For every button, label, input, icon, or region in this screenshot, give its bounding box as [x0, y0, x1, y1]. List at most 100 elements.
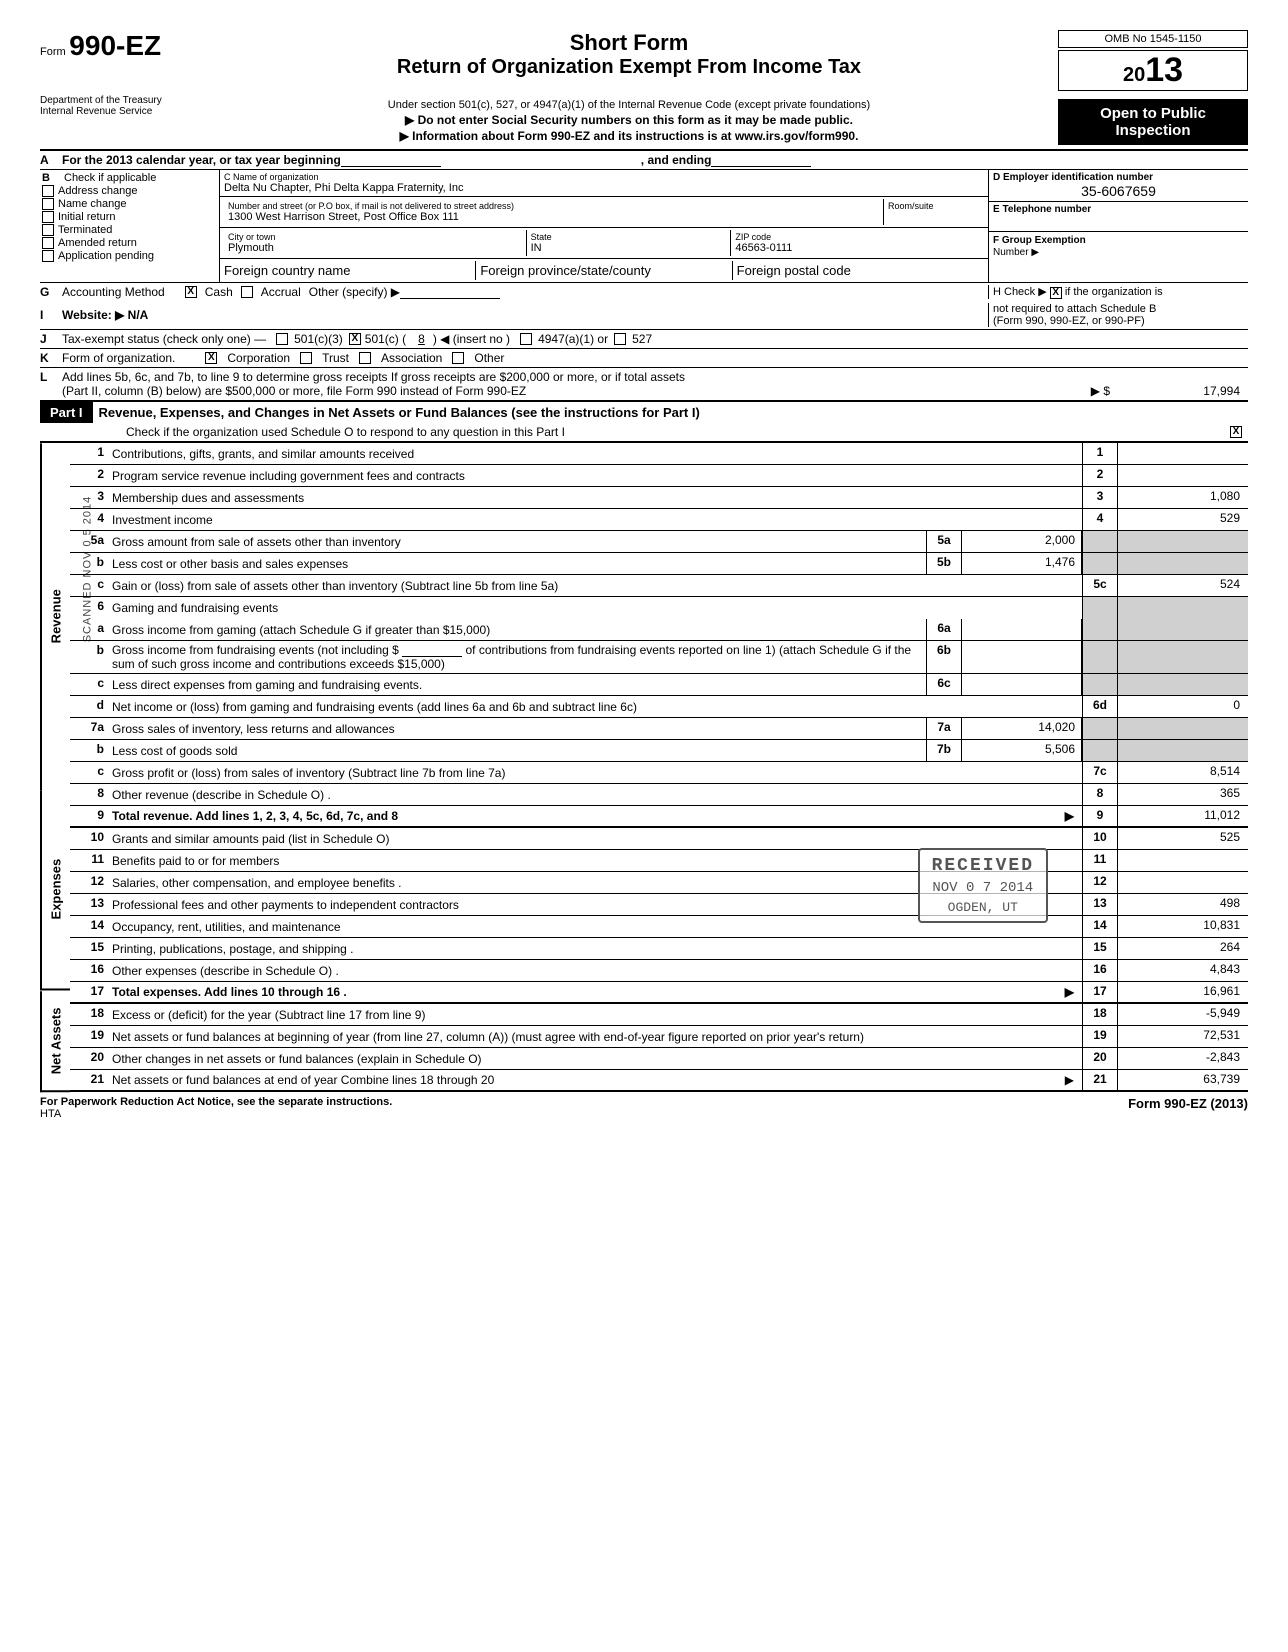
- checkbox-schedule-o[interactable]: [1230, 426, 1242, 438]
- rn-17: 17: [1082, 982, 1118, 1002]
- ra-1: [1118, 443, 1248, 464]
- num-15: 15: [70, 938, 108, 959]
- checkbox-amended[interactable]: [42, 237, 54, 249]
- row-i: I Website: ▶ N/A not required to attach …: [40, 301, 1248, 329]
- form-prefix: Form: [40, 46, 66, 58]
- checkbox-527[interactable]: [614, 333, 626, 345]
- ra-18: -5,949: [1118, 1004, 1248, 1025]
- line-2: 2 Program service revenue including gove…: [70, 465, 1248, 487]
- footer: For Paperwork Reduction Act Notice, see …: [40, 1096, 1248, 1120]
- and-ending: , and ending: [641, 153, 712, 167]
- h-box-2: not required to attach Schedule B (Form …: [988, 303, 1248, 327]
- checkbox-h[interactable]: [1050, 287, 1062, 299]
- checkbox-column: BCheck if applicable Address change Name…: [40, 170, 220, 282]
- rn-4: 4: [1082, 509, 1118, 530]
- other-specify-blank[interactable]: [400, 285, 500, 299]
- year-begin-blank[interactable]: [341, 153, 441, 167]
- h-line3: (Form 990, 990-EZ, or 990-PF): [993, 315, 1248, 327]
- checkbox-app-pending[interactable]: [42, 250, 54, 262]
- desc-10: Grants and similar amounts paid (list in…: [108, 828, 1082, 849]
- rn-6c-shade: [1082, 674, 1118, 695]
- ra-19: 72,531: [1118, 1026, 1248, 1047]
- ra-20: -2,843: [1118, 1048, 1248, 1069]
- contrib-blank[interactable]: [402, 643, 462, 657]
- label-addr-change: Address change: [58, 185, 138, 197]
- year-end-blank[interactable]: [711, 153, 811, 167]
- desc-1: Contributions, gifts, grants, and simila…: [108, 443, 1082, 464]
- org-name-row: C Name of organization Delta Nu Chapter,…: [220, 170, 988, 197]
- checkbox-cash[interactable]: [185, 286, 197, 298]
- rn-14: 14: [1082, 916, 1118, 937]
- checkbox-addr-change[interactable]: [42, 185, 54, 197]
- ra-17: 16,961: [1118, 982, 1248, 1002]
- num-7b: b: [70, 740, 108, 761]
- rn-6a-shade: [1082, 619, 1118, 640]
- row-l-text1: Add lines 5b, 6c, and 7b, to line 9 to d…: [62, 370, 685, 384]
- checkbox-501c3[interactable]: [276, 333, 288, 345]
- ra-6d: 0: [1118, 696, 1248, 717]
- rn-2: 2: [1082, 465, 1118, 486]
- desc-3: Membership dues and assessments: [108, 487, 1082, 508]
- line-7c: c Gross profit or (loss) from sales of i…: [70, 762, 1248, 784]
- letter-k: K: [40, 351, 62, 365]
- mn-7a: 7a: [926, 718, 962, 739]
- letter-i: I: [40, 308, 62, 322]
- num-1: 1: [70, 443, 108, 464]
- form-number: 990-EZ: [69, 30, 161, 61]
- letter-j: J: [40, 332, 62, 346]
- line-18: 18 Excess or (deficit) for the year (Sub…: [70, 1004, 1248, 1026]
- label-4947: 4947(a)(1) or: [538, 332, 608, 346]
- omb-number: OMB No 1545-1150: [1058, 30, 1248, 48]
- num-5c: c: [70, 575, 108, 596]
- rn-5b-shade: [1082, 553, 1118, 574]
- mn-5b: 5b: [926, 553, 962, 574]
- checkbox-501c[interactable]: [349, 333, 361, 345]
- rn-16: 16: [1082, 960, 1118, 981]
- received-loc: OGDEN, UT: [932, 899, 1034, 917]
- body-table: SCANNED NOV 0 5 2014 Revenue Expenses Ne…: [40, 442, 1248, 1092]
- line-21: 21 Net assets or fund balances at end of…: [70, 1070, 1248, 1092]
- phone-box: E Telephone number: [989, 202, 1248, 232]
- ra-21: 63,739: [1118, 1070, 1248, 1090]
- rn-6d: 6d: [1082, 696, 1118, 717]
- num-7a: 7a: [70, 718, 108, 739]
- ma-6c: [962, 674, 1082, 695]
- line-8: 8 Other revenue (describe in Schedule O)…: [70, 784, 1248, 806]
- ra-4: 529: [1118, 509, 1248, 530]
- checkbox-terminated[interactable]: [42, 224, 54, 236]
- right-column: D Employer identification number 35-6067…: [988, 170, 1248, 282]
- ma-6b: [962, 641, 1082, 673]
- checkbox-corp[interactable]: [205, 352, 217, 364]
- line-9: 9 Total revenue. Add lines 1, 2, 3, 4, 5…: [70, 806, 1248, 828]
- num-20: 20: [70, 1048, 108, 1069]
- rn-11: 11: [1082, 850, 1118, 871]
- checkbox-other-org[interactable]: [452, 352, 464, 364]
- label-other-org: Other: [474, 351, 504, 365]
- checkbox-trust[interactable]: [300, 352, 312, 364]
- checkbox-name-change[interactable]: [42, 198, 54, 210]
- row-a-text: For the 2013 calendar year, or tax year …: [62, 153, 341, 167]
- desc-6: Gaming and fundraising events: [108, 597, 1082, 619]
- arrow-9: ▶: [1061, 809, 1078, 823]
- letter-g: G: [40, 285, 62, 299]
- num-18: 18: [70, 1004, 108, 1025]
- checkbox-initial[interactable]: [42, 211, 54, 223]
- foreign-country: Foreign country name: [220, 261, 476, 280]
- checkbox-assoc[interactable]: [359, 352, 371, 364]
- desc-6c: Less direct expenses from gaming and fun…: [108, 674, 926, 695]
- checkbox-accrual[interactable]: [241, 286, 253, 298]
- line-6b: b Gross income from fundraising events (…: [70, 641, 1248, 674]
- checkbox-4947[interactable]: [520, 333, 532, 345]
- lines-column: 1 Contributions, gifts, grants, and simi…: [70, 443, 1248, 1092]
- c-label: C Name of organization: [224, 172, 984, 182]
- desc-5a: Gross amount from sale of assets other t…: [108, 531, 926, 552]
- ra-3: 1,080: [1118, 487, 1248, 508]
- desc-19: Net assets or fund balances at beginning…: [108, 1026, 1082, 1047]
- insert-no: ) ◀ (insert no ): [433, 332, 510, 346]
- num-11: 11: [70, 850, 108, 871]
- foreign-postal: Foreign postal code: [733, 261, 988, 280]
- header-row-2: Department of the Treasury Internal Reve…: [40, 95, 1248, 145]
- foreign-province: Foreign province/state/county: [476, 261, 732, 280]
- line-16: 16 Other expenses (describe in Schedule …: [70, 960, 1248, 982]
- row-l-arrow: ▶ $: [1091, 384, 1118, 398]
